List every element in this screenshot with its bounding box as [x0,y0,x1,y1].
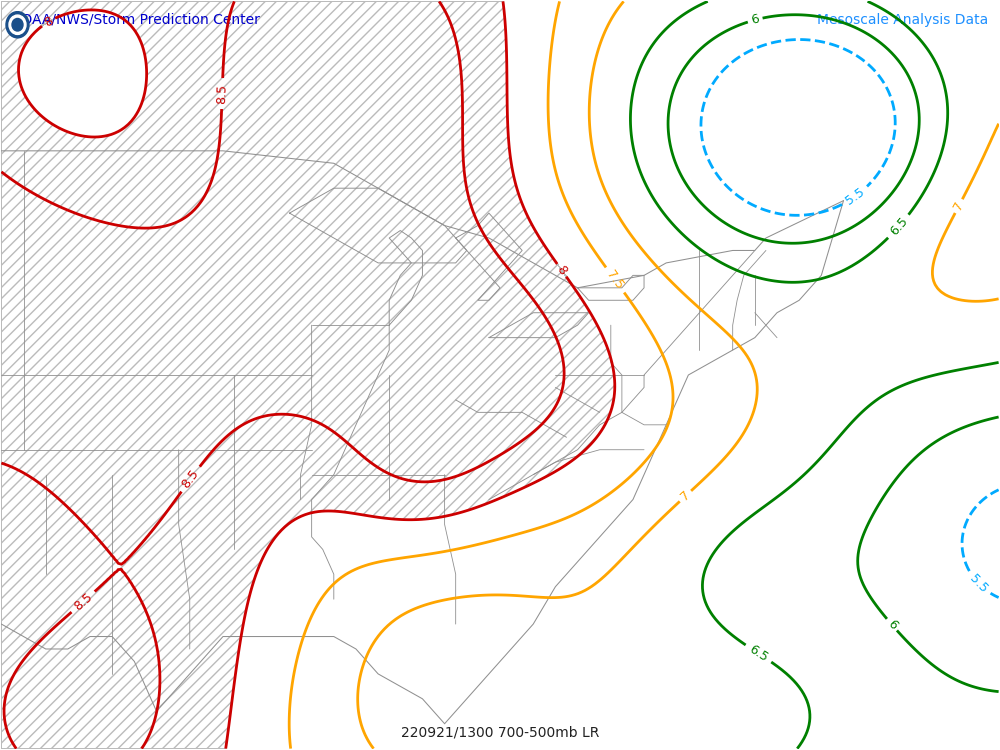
Text: 8.5: 8.5 [71,590,95,613]
Circle shape [9,15,26,34]
Text: 7: 7 [951,200,966,213]
Text: 7: 7 [678,489,693,503]
Text: 6: 6 [884,617,899,632]
Text: 8: 8 [554,263,569,278]
Text: 8: 8 [42,14,55,29]
Text: 6: 6 [750,13,761,27]
Circle shape [6,12,29,38]
Text: 6.5: 6.5 [747,643,770,664]
Text: 5.5: 5.5 [843,185,867,208]
Text: 5.5: 5.5 [967,572,990,596]
Text: 6.5: 6.5 [887,214,910,238]
Text: 7.5: 7.5 [604,268,626,292]
Text: 8.5: 8.5 [215,83,229,104]
Text: Mesoscale Analysis Data: Mesoscale Analysis Data [817,13,989,26]
Text: 220921/1300 700-500mb LR: 220921/1300 700-500mb LR [401,726,599,740]
Text: 8.5: 8.5 [179,467,202,491]
Circle shape [12,19,23,31]
Text: NOAA/NWS/Storm Prediction Center: NOAA/NWS/Storm Prediction Center [11,13,260,26]
